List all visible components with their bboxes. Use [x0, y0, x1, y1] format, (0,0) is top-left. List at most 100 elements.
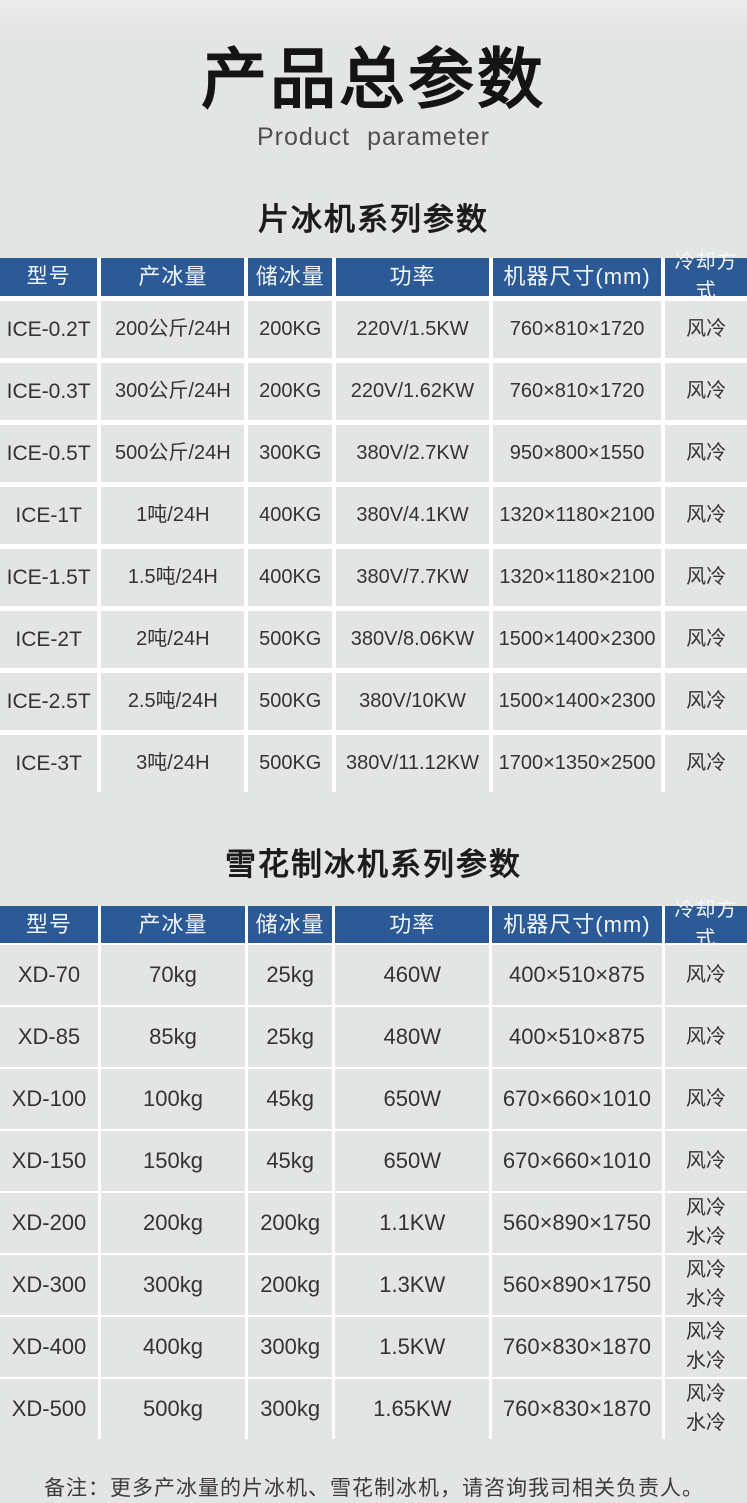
column-header-ice-storage: 储冰量 — [248, 258, 333, 297]
page-subtitle: Product parameter — [256, 123, 491, 152]
section-title-snowflake-ice: 雪花制冰机系列参数 — [225, 847, 522, 883]
cell-dimensions: 560×890×1750 — [492, 1193, 662, 1254]
cell-power: 650W — [335, 1069, 490, 1130]
cell-ice-storage: 500KG — [248, 673, 333, 731]
cell-dimensions: 760×810×1720 — [492, 363, 662, 421]
cell-ice-storage: 400KG — [248, 549, 333, 607]
cell-cooling: 风冷 — [664, 945, 747, 1006]
cell-dimensions: 670×660×1010 — [492, 1069, 662, 1130]
cell-cooling: 风冷 — [665, 549, 747, 607]
cell-cooling: 风冷 水冷 — [664, 1379, 747, 1440]
cell-dimensions: 670×660×1010 — [492, 1131, 662, 1192]
cell-ice-output: 500公斤/24H — [101, 425, 245, 483]
cell-ice-storage: 300KG — [248, 425, 333, 483]
cell-cooling: 风冷 — [664, 1069, 747, 1130]
column-header-ice-output: 产冰量 — [101, 258, 245, 297]
cell-power: 380V/11.12KW — [336, 735, 489, 793]
cell-ice-output: 200公斤/24H — [101, 301, 245, 359]
cell-cooling: 风冷 — [664, 1007, 747, 1068]
cell-power: 220V/1.5KW — [336, 301, 489, 359]
cell-dimensions: 1500×1400×2300 — [492, 673, 662, 731]
cell-power: 1.65KW — [335, 1379, 490, 1440]
title-block: 产品总参数 Product parameter — [0, 0, 747, 152]
cell-ice-output: 300公斤/24H — [101, 363, 245, 421]
cell-dimensions: 1320×1180×2100 — [492, 487, 662, 545]
cell-power: 1.3KW — [335, 1255, 490, 1316]
cell-ice-storage: 200kg — [248, 1255, 333, 1316]
page-title: 产品总参数 — [201, 42, 546, 116]
cell-ice-storage: 200KG — [248, 363, 333, 421]
cell-ice-output: 2吨/24H — [101, 611, 245, 669]
cell-ice-storage: 500KG — [248, 735, 333, 793]
cell-power: 650W — [335, 1131, 490, 1192]
cell-cooling: 风冷 — [664, 1131, 747, 1192]
cell-dimensions: 1320×1180×2100 — [492, 549, 662, 607]
cell-ice-storage: 300kg — [248, 1317, 333, 1378]
cell-ice-storage: 300kg — [248, 1379, 333, 1440]
cell-dimensions: 760×830×1870 — [492, 1317, 662, 1378]
cell-model: XD-400 — [0, 1317, 98, 1378]
cell-ice-output: 200kg — [100, 1193, 246, 1254]
cell-dimensions: 760×830×1870 — [492, 1379, 662, 1440]
cell-ice-output: 500kg — [100, 1379, 246, 1440]
cell-ice-output: 70kg — [100, 945, 246, 1006]
cell-power: 220V/1.62KW — [336, 363, 489, 421]
column-header-model: 型号 — [0, 906, 98, 944]
cell-power: 380V/10KW — [336, 673, 489, 731]
cell-model: ICE-1.5T — [0, 549, 98, 607]
cell-power: 380V/8.06KW — [336, 611, 489, 669]
cell-ice-storage: 45kg — [248, 1131, 333, 1192]
cell-ice-output: 2.5吨/24H — [101, 673, 245, 731]
cell-ice-output: 1吨/24H — [101, 487, 245, 545]
cell-dimensions: 950×800×1550 — [492, 425, 662, 483]
cell-model: ICE-0.5T — [0, 425, 98, 483]
flake-ice-machine-table: 型号 产冰量 储冰量 功率 机器尺寸(mm) 冷却方式 ICE-0.2T 200公斤/24H 2… — [0, 251, 747, 793]
cell-cooling: 风冷 — [665, 301, 747, 359]
column-header-cooling: 冷却方式 — [665, 251, 747, 302]
cell-power: 1.1KW — [335, 1193, 490, 1254]
snowflake-ice-machine-section: 雪花制冰机系列参数 型号 产冰量 储冰量 功率 机器尺寸(mm) 冷却方式 XD-70 70k… — [0, 839, 747, 1440]
column-header-ice-storage: 储冰量 — [248, 906, 333, 944]
cell-ice-output: 150kg — [100, 1131, 246, 1192]
column-header-dimensions: 机器尺寸(mm) — [492, 906, 662, 944]
cell-cooling: 风冷 — [665, 735, 747, 793]
cell-dimensions: 760×810×1720 — [492, 301, 662, 359]
cell-cooling: 风冷 — [665, 611, 747, 669]
cell-power: 380V/2.7KW — [336, 425, 489, 483]
cell-ice-storage: 200KG — [248, 301, 333, 359]
column-header-power: 功率 — [336, 258, 489, 297]
section-title-flake-ice: 片冰机系列参数 — [258, 202, 489, 238]
cell-cooling: 风冷 — [665, 425, 747, 483]
column-header-dimensions: 机器尺寸(mm) — [492, 258, 662, 297]
cell-power: 1.5KW — [335, 1317, 490, 1378]
cell-ice-storage: 45kg — [248, 1069, 333, 1130]
cell-model: XD-300 — [0, 1255, 98, 1316]
cell-model: XD-85 — [0, 1007, 98, 1068]
cell-ice-storage: 500KG — [248, 611, 333, 669]
cell-ice-output: 3吨/24H — [101, 735, 245, 793]
cell-dimensions: 400×510×875 — [492, 945, 662, 1006]
cell-ice-output: 400kg — [100, 1317, 246, 1378]
column-header-ice-output: 产冰量 — [100, 906, 246, 944]
cell-power: 480W — [335, 1007, 490, 1068]
footer: 备注：更多产冰量的片冰机、雪花制冰机，请咨询我司相关负责人。 — [0, 1472, 747, 1502]
cell-ice-output: 85kg — [100, 1007, 246, 1068]
column-header-power: 功率 — [335, 906, 490, 944]
cell-ice-storage: 25kg — [248, 945, 333, 1006]
cell-ice-storage: 25kg — [248, 1007, 333, 1068]
cell-model: XD-100 — [0, 1069, 98, 1130]
cell-cooling: 风冷 — [665, 673, 747, 731]
cell-cooling: 风冷 水冷 — [664, 1255, 747, 1316]
column-header-cooling: 冷却方式 — [664, 899, 747, 950]
cell-model: XD-200 — [0, 1193, 98, 1254]
cell-ice-storage: 200kg — [248, 1193, 333, 1254]
cell-cooling: 风冷 — [665, 363, 747, 421]
cell-dimensions: 560×890×1750 — [492, 1255, 662, 1316]
cell-dimensions: 400×510×875 — [492, 1007, 662, 1068]
cell-ice-storage: 400KG — [248, 487, 333, 545]
cell-power: 380V/4.1KW — [336, 487, 489, 545]
cell-model: XD-150 — [0, 1131, 98, 1192]
flake-ice-machine-section: 片冰机系列参数 型号 产冰量 储冰量 功率 机器尺寸(mm) 冷却方式 ICE-0.2T 20… — [0, 194, 747, 793]
cell-cooling: 风冷 — [665, 487, 747, 545]
